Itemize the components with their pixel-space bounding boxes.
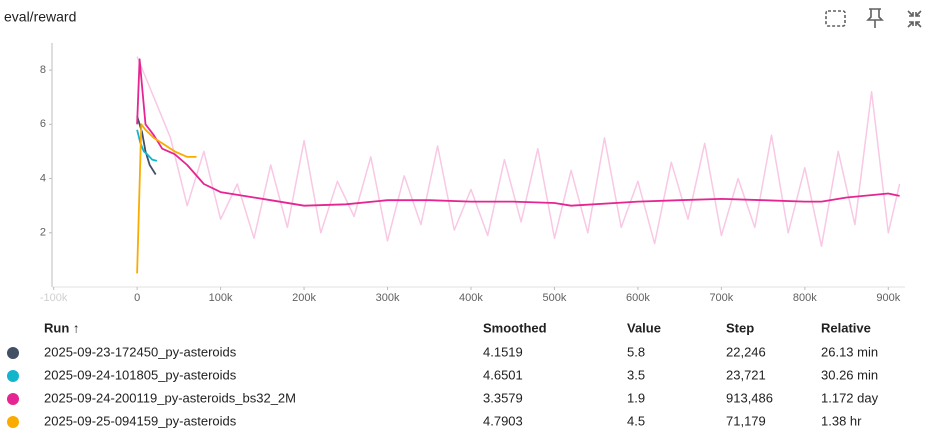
run-name: 2025-09-24-101805_py-asteroids bbox=[44, 367, 237, 382]
column-header: Relative bbox=[821, 320, 871, 335]
run-name: 2025-09-25-094159_py-asteroids bbox=[44, 413, 237, 428]
raw-line bbox=[136, 56, 901, 248]
pin-button[interactable] bbox=[866, 8, 884, 28]
x-tick-label: 400k bbox=[459, 292, 483, 304]
runs-table: Run ↑ Smoothed Value Step Relative 2025-09-23… bbox=[7, 320, 879, 428]
column-header: Step bbox=[726, 320, 754, 335]
x-tick-label: 800k bbox=[793, 292, 817, 304]
run-color-dot bbox=[7, 393, 19, 405]
run-color-dot bbox=[7, 347, 19, 359]
run-color-dot bbox=[7, 416, 19, 428]
plot-area bbox=[136, 56, 901, 274]
x-tick-label: 300k bbox=[376, 292, 400, 304]
table-cell: 1.9 bbox=[627, 390, 645, 405]
table-cell: 4.1519 bbox=[483, 344, 523, 359]
table-cell: 23,721 bbox=[726, 367, 766, 382]
x-tick-label: 900k bbox=[876, 292, 900, 304]
run-color-dot bbox=[7, 370, 19, 382]
table-cell: 3.5 bbox=[627, 367, 645, 382]
x-tick-label: 600k bbox=[626, 292, 650, 304]
table-cell: 22,246 bbox=[726, 344, 766, 359]
table-cell: 3.3579 bbox=[483, 390, 523, 405]
run-name: 2025-09-23-172450_py-asteroids bbox=[44, 344, 237, 359]
smoothed-line bbox=[136, 58, 900, 207]
run-name: 2025-09-24-200119_py-asteroids_bs32_2M bbox=[44, 390, 296, 405]
table-cell: 4.6501 bbox=[483, 367, 523, 382]
x-tick-label: 200k bbox=[292, 292, 316, 304]
table-cell: 30.26 min bbox=[821, 367, 878, 382]
x-tick-label: -100k bbox=[40, 292, 68, 304]
y-tick-label: 4 bbox=[40, 172, 46, 184]
column-header: Run ↑ bbox=[44, 320, 79, 335]
table-cell: 4.7903 bbox=[483, 413, 523, 428]
axes: 2 4 6 8 -100k 0 100k 200k 300k 400k 500k 600k 700k 80… bbox=[40, 64, 901, 304]
collapse-button[interactable] bbox=[907, 10, 922, 28]
y-tick-label: 6 bbox=[40, 118, 46, 130]
table-cell: 913,486 bbox=[726, 390, 773, 405]
x-tick-label: 100k bbox=[209, 292, 233, 304]
toolbar bbox=[825, 8, 922, 28]
column-header: Value bbox=[627, 320, 661, 335]
column-header: Smoothed bbox=[483, 320, 547, 335]
x-tick-label: 500k bbox=[543, 292, 567, 304]
chart-title: eval/reward bbox=[4, 9, 76, 25]
table-cell: 4.5 bbox=[627, 413, 645, 428]
table-cell: 71,179 bbox=[726, 413, 766, 428]
table-cell: 1.38 hr bbox=[821, 413, 862, 428]
smoothed-line bbox=[136, 123, 197, 274]
x-tick-label: 0 bbox=[134, 292, 140, 304]
y-tick-label: 2 bbox=[40, 227, 46, 239]
table-cell: 26.13 min bbox=[821, 344, 878, 359]
fullscreen-button[interactable] bbox=[825, 10, 846, 27]
table-cell: 1.172 day bbox=[821, 390, 879, 405]
x-tick-label: 700k bbox=[709, 292, 733, 304]
table-cell: 5.8 bbox=[627, 344, 645, 359]
smoothed-line bbox=[136, 115, 157, 175]
y-tick-label: 8 bbox=[40, 64, 46, 76]
